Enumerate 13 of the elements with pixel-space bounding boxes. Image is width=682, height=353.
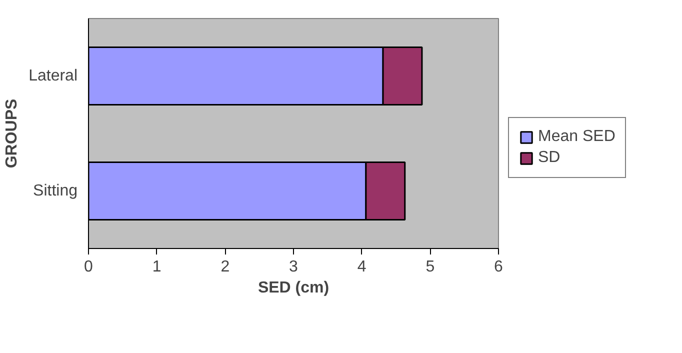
- x-tick-label: 1: [152, 258, 162, 276]
- x-tick-label: 4: [357, 258, 366, 276]
- y-tick-label: Sitting: [33, 182, 78, 200]
- x-tick-label: 6: [494, 258, 504, 276]
- x-tick-label: 2: [220, 258, 230, 276]
- x-axis-title: SED (cm): [258, 280, 330, 296]
- y-axis-title: GROUPS: [4, 98, 21, 168]
- y-tick-label: Lateral: [28, 68, 78, 84]
- x-tick-label: 0: [84, 258, 94, 276]
- x-tick-label: 3: [289, 258, 298, 276]
- legend-label: Mean SED: [538, 128, 616, 146]
- legend-label: SD: [538, 149, 560, 167]
- x-tick-label: 5: [426, 258, 435, 276]
